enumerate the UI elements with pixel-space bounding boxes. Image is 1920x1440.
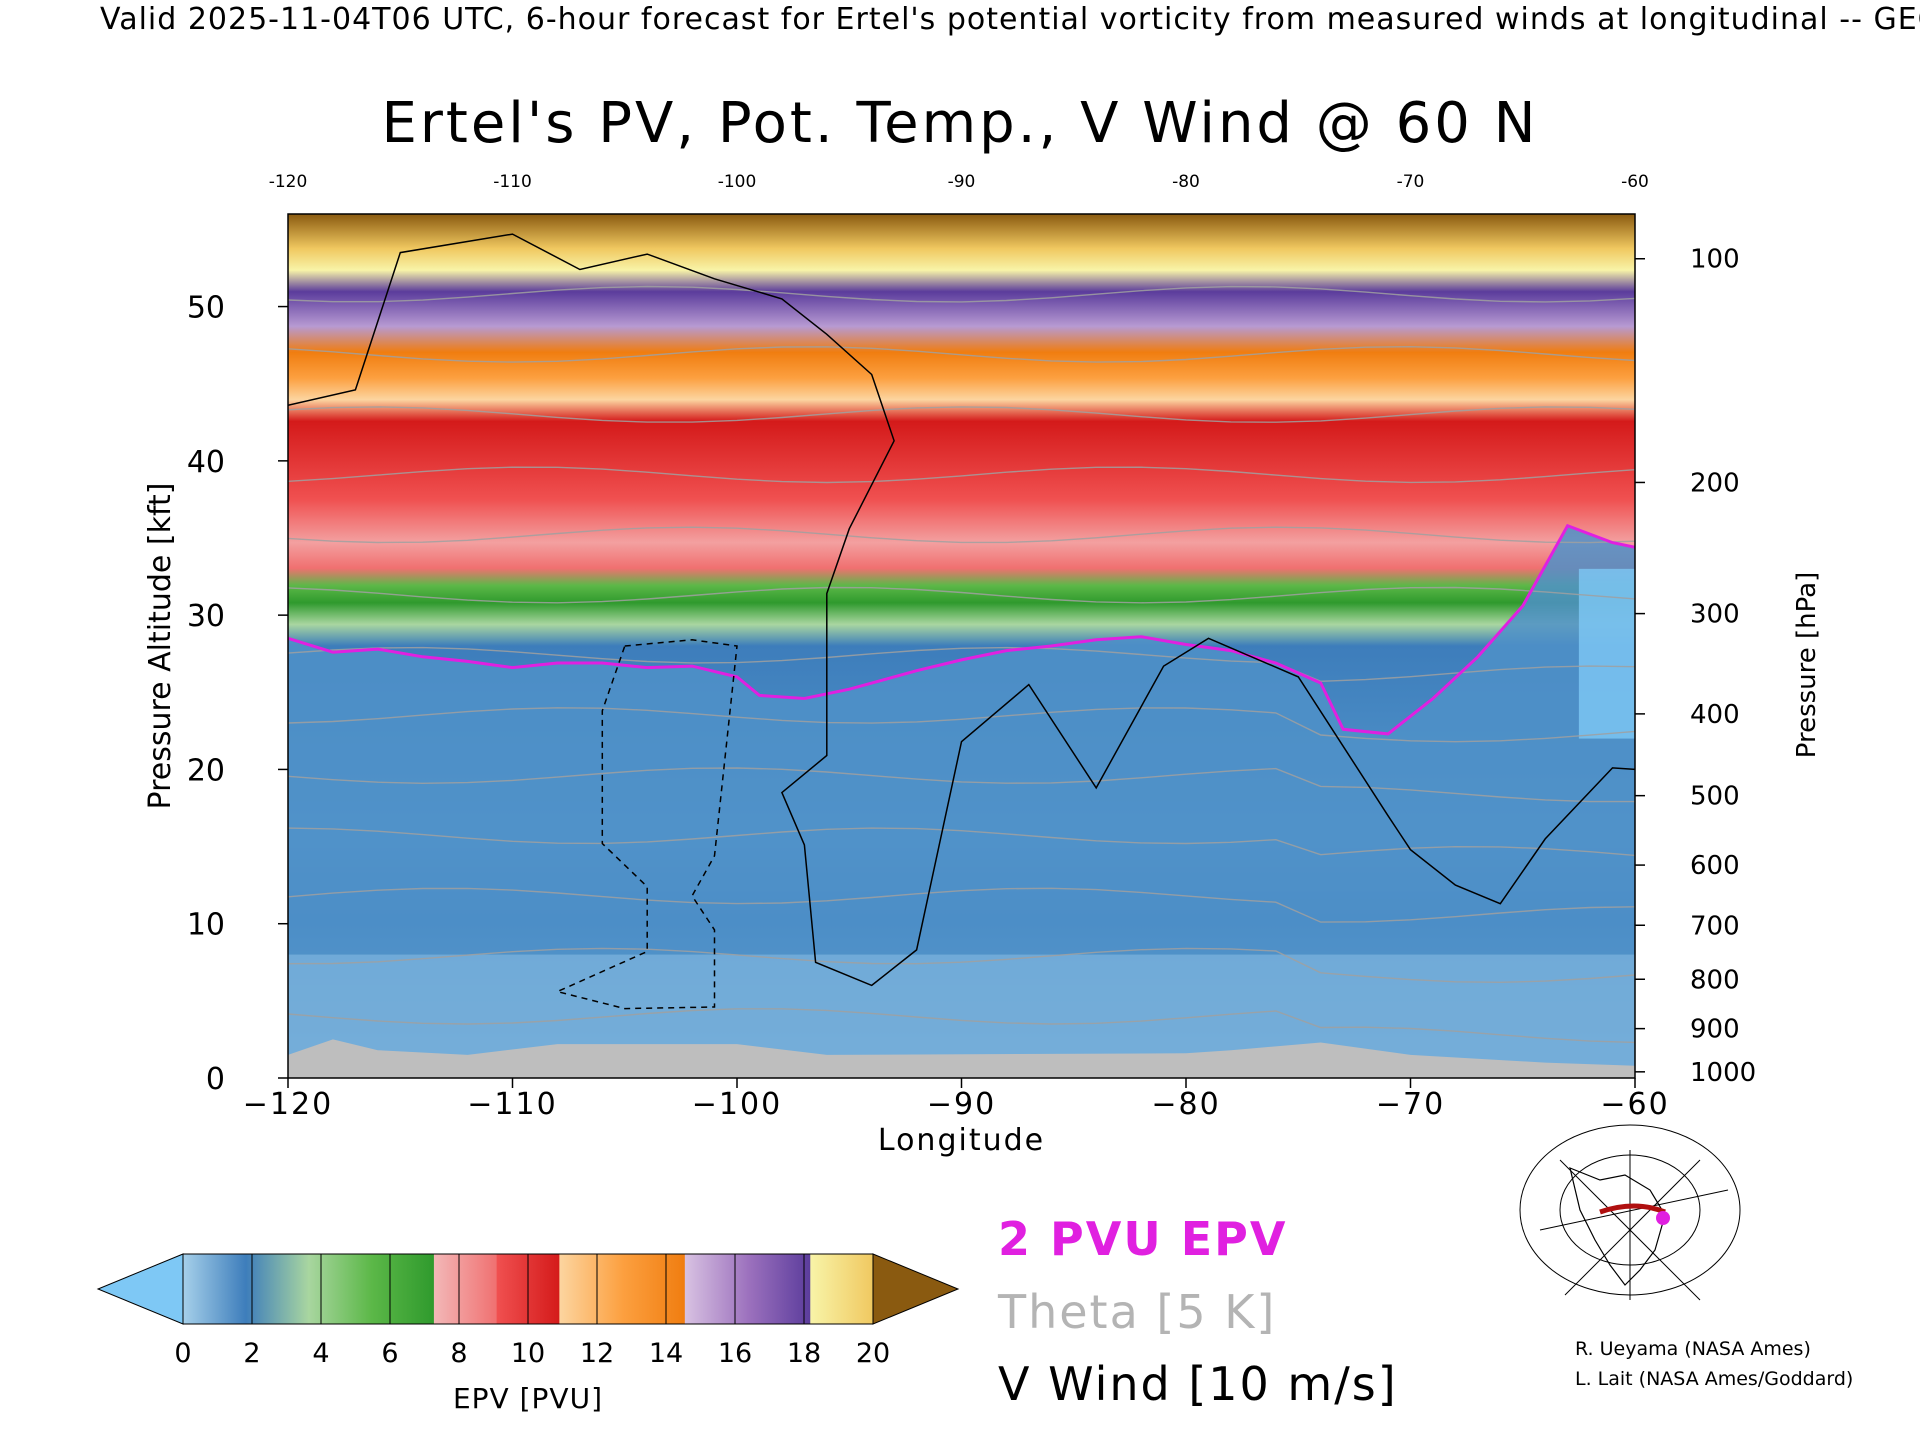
credits: R. Ueyama (NASA Ames) L. Lait (NASA Ames… <box>1575 1338 1853 1390</box>
colorbar-tick-label: 10 <box>511 1338 545 1369</box>
colorbar-tick-label: 16 <box>718 1338 752 1369</box>
colorbar-over-arrow <box>872 1253 960 1325</box>
pressure-tick-label: 300 <box>1690 600 1740 630</box>
theta-contour-330 <box>288 707 1635 743</box>
vwind-zero-contour <box>288 233 1635 987</box>
pressure-tick-label: 900 <box>1690 1015 1740 1045</box>
colorbar-segment <box>308 1254 372 1324</box>
colorbar-segment <box>245 1254 309 1324</box>
pressure-tick-label: 700 <box>1690 911 1740 941</box>
pv2-tropopause-line <box>288 523 1635 736</box>
x-tick-label: −100 <box>692 1087 782 1122</box>
y-tick-label: 40 <box>187 445 225 480</box>
x-axis-label: Longitude <box>878 1123 1045 1158</box>
pressure-tick-label: 600 <box>1690 851 1740 881</box>
colorbar-segment <box>433 1254 498 1324</box>
x-tick-label: −70 <box>1376 1087 1445 1122</box>
colorbar-tick-label: 2 <box>243 1338 260 1369</box>
x-tick-label: −60 <box>1600 1087 1669 1122</box>
legend-entry: 2 PVU EPV <box>998 1212 1287 1266</box>
chart-title: Ertel's PV, Pot. Temp., V Wind @ 60 N <box>381 91 1538 156</box>
x-tick-label: −120 <box>243 1087 333 1122</box>
x-tick-label: −90 <box>927 1087 996 1122</box>
colorbar-tick-label: 0 <box>174 1338 191 1369</box>
wind-contours <box>288 233 1635 1010</box>
colorbar-segment <box>684 1254 749 1324</box>
top-tick-label: -110 <box>493 172 532 192</box>
x-tick-label: −110 <box>467 1087 557 1122</box>
pressure-tick-label: 400 <box>1690 700 1740 730</box>
vwind-negative-contour <box>555 639 738 1010</box>
credit-line: R. Ueyama (NASA Ames) <box>1575 1338 1811 1360</box>
theta-contour-410 <box>288 285 1635 303</box>
pressure-tick-label: 200 <box>1690 468 1740 498</box>
y-axis-label-right: Pressure [hPa] <box>1792 572 1822 759</box>
colorbar-segment <box>747 1254 811 1324</box>
y-tick-label: 50 <box>187 291 225 326</box>
theta-contour-350 <box>288 586 1635 604</box>
colorbar-segment <box>183 1254 247 1324</box>
colorbar-tick-label: 18 <box>787 1338 821 1369</box>
theta-contour-380 <box>288 406 1635 423</box>
theta-contour-280 <box>288 1008 1635 1044</box>
valid-time-header: Valid 2025-11-04T06 UTC, 6-hour forecast… <box>100 2 1920 37</box>
legend-entry: V Wind [10 m/s] <box>998 1357 1398 1411</box>
top-tick-label: -100 <box>718 172 757 192</box>
colorbar-under-arrow <box>96 1253 184 1325</box>
y-tick-label: 30 <box>187 599 225 634</box>
theta-contour-340 <box>288 646 1635 683</box>
low-pv-patch <box>1578 568 1635 739</box>
colorbar-segment <box>622 1254 686 1324</box>
theta-contour-320 <box>288 767 1635 803</box>
y-tick-label: 0 <box>206 1062 225 1097</box>
x-tick-label: −80 <box>1151 1087 1220 1122</box>
pressure-tick-label: 100 <box>1690 245 1740 275</box>
top-tick-label: -120 <box>269 172 308 192</box>
theta-contour-300 <box>288 887 1635 923</box>
colorbar-tick-label: 20 <box>856 1338 890 1369</box>
top-tick-label: -70 <box>1397 172 1425 192</box>
y-axis-label-left: Pressure Altitude [kft] <box>143 483 178 810</box>
theta-contour-400 <box>288 345 1635 363</box>
colorbar-tick-label: 12 <box>580 1338 614 1369</box>
theta-contour-290 <box>288 947 1635 984</box>
legend: 2 PVU EPV Theta [5 K] V Wind [10 m/s] <box>997 1212 1398 1411</box>
y-tick-label: 10 <box>187 908 225 943</box>
y-tick-label: 20 <box>187 753 225 788</box>
axes: −120 -120 −110 -110 −100 -100 −90 -90 −80 -80 −70 -… <box>143 172 1822 1158</box>
locator-map <box>1519 1124 1741 1301</box>
theta-contours <box>288 285 1635 1044</box>
colorbar-segment <box>371 1254 435 1324</box>
top-tick-label: -60 <box>1621 172 1649 192</box>
colorbar-label: EPV [PVU] <box>453 1382 603 1415</box>
colorbar-segment <box>559 1254 623 1324</box>
theta-contour-360 <box>288 526 1635 544</box>
colorbar-segment <box>810 1254 874 1324</box>
colorbar-tick-label: 14 <box>649 1338 683 1369</box>
troposphere-fill <box>288 525 1635 1078</box>
colorbar-tick-label: 4 <box>312 1338 329 1369</box>
pressure-tick-label: 500 <box>1690 782 1740 812</box>
top-tick-label: -90 <box>948 172 976 192</box>
legend-entry: Theta [5 K] <box>997 1285 1276 1339</box>
plot-area <box>288 214 1635 1078</box>
theta-contour-370 <box>288 466 1635 484</box>
credit-line: L. Lait (NASA Ames/Goddard) <box>1575 1368 1853 1390</box>
pressure-tick-label: 800 <box>1690 965 1740 995</box>
ground-surface <box>288 1039 1635 1078</box>
top-tick-label: -80 <box>1172 172 1200 192</box>
colorbar-tick-label: 8 <box>450 1338 467 1369</box>
theta-contour-310 <box>288 827 1635 857</box>
colorbar-tick-label: 6 <box>381 1338 398 1369</box>
colorbar: 0 2 4 6 8 10 12 14 16 18 20 EPV [PVU] <box>96 1253 960 1415</box>
pressure-tick-label: 1000 <box>1690 1058 1756 1088</box>
